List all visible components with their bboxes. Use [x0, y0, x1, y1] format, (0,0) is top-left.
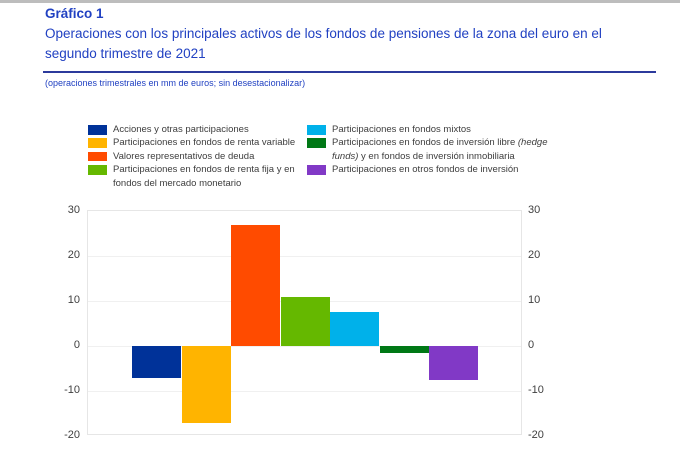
y-tick-label: 0	[528, 338, 535, 351]
legend-swatch	[307, 165, 326, 175]
legend-item: Valores representativos de deuda	[88, 150, 307, 163]
chart-number-label: Gráfico 1	[45, 6, 104, 21]
y-tick-label: -20	[64, 428, 80, 441]
bar-6	[379, 346, 429, 353]
bar-7	[429, 346, 478, 380]
y-tick-label: 30	[528, 203, 541, 216]
y-tick-label: 0	[73, 338, 80, 351]
legend-label: Acciones y otras participaciones	[113, 124, 249, 135]
legend-swatch	[307, 138, 326, 148]
legend-label: Participaciones en otros fondos de inver…	[332, 164, 519, 176]
legend-label: Valores representativos de deuda	[113, 150, 255, 162]
bar-3	[231, 224, 280, 346]
legend-item: Participaciones en fondos de renta varia…	[88, 136, 307, 149]
legend-swatch	[307, 125, 326, 135]
legend-label: Participaciones en fondos de inversión l…	[332, 137, 548, 162]
bar-2	[181, 346, 231, 423]
plot-area	[87, 210, 522, 435]
legend-swatch	[88, 125, 107, 135]
legend-item: Participaciones en otros fondos de inver…	[307, 163, 567, 176]
legend-label: Participaciones en fondos de renta varia…	[113, 137, 296, 149]
legend-column-left: Acciones y otras participaciones Particip…	[88, 123, 307, 190]
y-tick-label: 10	[67, 293, 80, 306]
chart-title: Operaciones con los principales activos …	[45, 26, 602, 61]
y-tick-label: -10	[64, 383, 80, 396]
legend-item: Participaciones en fondos de inversión l…	[307, 136, 567, 163]
gridline	[88, 346, 521, 347]
chart-header: Gráfico 1 Operaciones con los principale…	[43, 6, 656, 88]
chart-unit-note: (operaciones trimestrales en mm de euros…	[45, 78, 306, 88]
legend-item: Participaciones en fondos de renta fija …	[88, 163, 307, 190]
y-tick-label: 20	[528, 248, 541, 261]
legend-column-right: Participaciones en fondos mixtos Particip…	[307, 123, 567, 177]
y-tick-label: -10	[528, 383, 544, 396]
legend: Acciones y otras participaciones Particip…	[88, 123, 567, 190]
bar-5	[330, 312, 379, 346]
title-divider	[43, 71, 656, 73]
legend-label: Participaciones en fondos mixtos	[332, 124, 471, 135]
bar-1	[132, 346, 181, 378]
y-tick-label: -20	[528, 428, 544, 441]
legend-swatch	[88, 165, 107, 175]
bar-4	[280, 296, 330, 346]
legend-item: Acciones y otras participaciones	[88, 123, 307, 136]
legend-swatch	[88, 151, 107, 162]
y-tick-label: 10	[528, 293, 541, 306]
legend-swatch	[88, 138, 107, 148]
legend-label: Participaciones en fondos de renta fija …	[113, 164, 295, 189]
page-top-edge	[0, 0, 680, 3]
gridline	[88, 391, 521, 392]
gridline	[88, 256, 521, 257]
y-tick-label: 20	[67, 248, 80, 261]
legend-item: Participaciones en fondos mixtos	[307, 123, 567, 136]
y-tick-label: 30	[67, 203, 80, 216]
